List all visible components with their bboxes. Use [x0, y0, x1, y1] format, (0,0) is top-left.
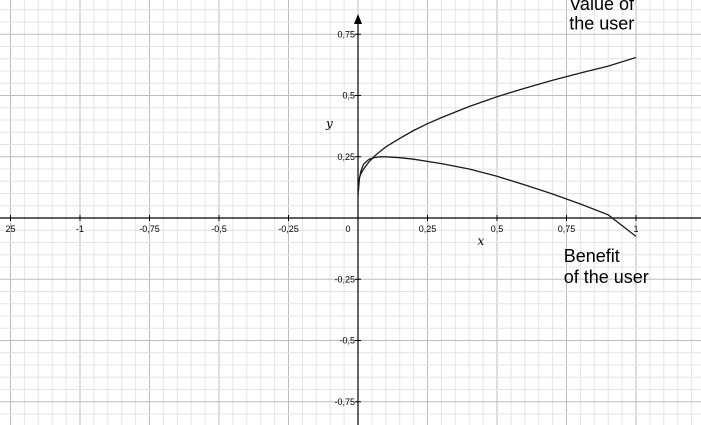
x-tick-label: 0 [345, 224, 350, 234]
curves [357, 56, 637, 237]
x-tick-label: 25 [5, 224, 15, 234]
y-tick-label: 0,5 [342, 91, 355, 101]
x-tick-label: 0,25 [419, 224, 437, 234]
series-line-value [357, 56, 637, 189]
x-tick-label: 0,75 [558, 224, 576, 234]
x-tick-label: 1 [633, 224, 638, 234]
annotation-value-of-user: Value of [569, 0, 635, 14]
annotation-value-of-user: the user [569, 13, 634, 33]
x-tick-label: 0,5 [491, 224, 504, 234]
annotation-benefit-of-user: of the user [564, 267, 649, 287]
axes [0, 14, 701, 425]
y-tick-label: 0,75 [337, 29, 355, 39]
x-tick-label: -1 [76, 224, 84, 234]
series-line-benefit [357, 156, 637, 237]
x-tick-label: -0,75 [139, 224, 160, 234]
y-tick-label: -0,25 [334, 274, 355, 284]
y-tick-label: -0,75 [334, 397, 355, 407]
y-tick-label: 0,25 [337, 152, 355, 162]
x-tick-label: -0,5 [211, 224, 227, 234]
x-axis-title: x [478, 234, 485, 248]
y-tick-label: -0,5 [339, 336, 355, 346]
y-axis-arrow [354, 14, 362, 24]
ticks: 25 -1 -0,75 -0,5 -0,25 0 0,25 0,5 0,75 1 0,75 0,5 0,… [5, 29, 638, 407]
x-tick-label: -0,25 [278, 224, 299, 234]
annotation-benefit-of-user: Benefit [564, 246, 620, 266]
y-axis-title: y [325, 116, 333, 130]
